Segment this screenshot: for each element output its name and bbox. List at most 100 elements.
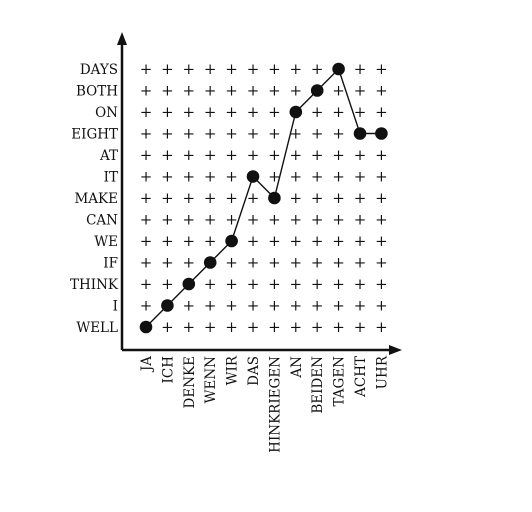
- grid-plus-marker: +: [204, 82, 217, 100]
- grid-plus-marker: +: [161, 146, 174, 164]
- grid-plus-marker: +: [290, 232, 303, 250]
- y-tick-label: ON: [95, 105, 118, 121]
- grid-plus-marker: +: [290, 125, 303, 143]
- y-tick-label: EIGHT: [71, 127, 118, 143]
- grid-plus-marker: +: [290, 254, 303, 272]
- grid-plus-marker: +: [268, 254, 281, 272]
- y-tick-label: DAYS: [80, 62, 118, 78]
- grid-plus-marker: +: [354, 103, 367, 121]
- grid-plus-marker: +: [204, 60, 217, 78]
- grid-plus-marker: +: [354, 232, 367, 250]
- grid-plus-marker: +: [247, 297, 260, 315]
- y-tick-label: BOTH: [76, 84, 118, 100]
- grid-plus-marker: +: [268, 103, 281, 121]
- x-tick-label: DAS: [246, 356, 262, 386]
- y-tick-label: WE: [94, 234, 118, 250]
- grid-plus-marker: +: [247, 125, 260, 143]
- grid-plus-marker: +: [140, 254, 153, 272]
- grid-plus-marker: +: [161, 232, 174, 250]
- grid-plus-marker: +: [183, 82, 196, 100]
- grid-plus-marker: +: [204, 211, 217, 229]
- grid-plus-marker: +: [161, 189, 174, 207]
- alignment-path: [145, 67, 382, 328]
- grid-plus-marker: +: [204, 297, 217, 315]
- grid-plus-marker: +: [290, 297, 303, 315]
- grid-plus-marker: +: [247, 189, 260, 207]
- grid-plus-marker: +: [332, 275, 345, 293]
- grid-plus-marker: +: [290, 318, 303, 336]
- grid-plus-marker: +: [375, 146, 388, 164]
- x-tick-label: BEIDEN: [310, 356, 326, 414]
- grid-plus-marker: +: [204, 189, 217, 207]
- grid-plus-marker: +: [375, 297, 388, 315]
- grid-plus-marker: +: [311, 168, 324, 186]
- x-tick-label: TAGEN: [332, 356, 348, 407]
- grid-plus-marker: +: [332, 232, 345, 250]
- grid-plus-marker: +: [354, 297, 367, 315]
- grid-plus-marker: +: [268, 125, 281, 143]
- grid-plus-marker: +: [311, 60, 324, 78]
- grid-plus-marker: +: [311, 232, 324, 250]
- grid-plus-marker: +: [225, 146, 238, 164]
- grid-plus-marker: +: [140, 211, 153, 229]
- grid-plus-marker: +: [161, 318, 174, 336]
- grid-plus-marker: +: [183, 168, 196, 186]
- grid-plus-marker: +: [161, 275, 174, 293]
- grid-plus-marker: +: [332, 211, 345, 229]
- grid-plus-marker: +: [247, 60, 260, 78]
- grid-plus-marker: +: [204, 275, 217, 293]
- grid-plus-marker: +: [290, 189, 303, 207]
- x-axis-arrowhead: [389, 345, 402, 355]
- grid-plus-marker: +: [225, 82, 238, 100]
- grid-plus-marker: +: [140, 168, 153, 186]
- x-tick-label: ICH: [160, 356, 176, 384]
- grid-plus-marker: +: [268, 297, 281, 315]
- x-tick-label: DENKE: [182, 356, 198, 408]
- grid-plus-marker: +: [225, 297, 238, 315]
- grid-plus-marker: +: [375, 82, 388, 100]
- grid-plus-marker: +: [225, 60, 238, 78]
- grid-plus-marker: +: [183, 254, 196, 272]
- grid-plus-marker: +: [354, 189, 367, 207]
- grid-plus-marker: +: [354, 60, 367, 78]
- grid-plus-marker: +: [354, 211, 367, 229]
- alignment-point: [203, 256, 217, 269]
- grid-plus-marker: +: [311, 125, 324, 143]
- x-tick-label: WENN: [203, 356, 219, 404]
- y-tick-label: I: [113, 299, 118, 315]
- grid-plus-marker: +: [311, 189, 324, 207]
- y-tick-label: MAKE: [74, 191, 118, 207]
- grid-plus-marker: +: [268, 211, 281, 229]
- grid-plus-marker: +: [247, 211, 260, 229]
- grid-plus-marker: +: [332, 318, 345, 336]
- y-tick-label: AT: [99, 148, 118, 164]
- grid-plus-marker: +: [204, 146, 217, 164]
- grid-plus-marker: +: [225, 125, 238, 143]
- grid-plus-marker: +: [311, 318, 324, 336]
- grid-plus-marker: +: [354, 275, 367, 293]
- grid-plus-marker: +: [375, 189, 388, 207]
- alignment-point: [246, 170, 260, 183]
- y-tick-label: IF: [103, 256, 118, 272]
- y-tick-label: WELL: [76, 320, 118, 336]
- grid-plus-marker: +: [204, 232, 217, 250]
- alignment-point: [353, 127, 367, 140]
- grid-plus-marker: +: [290, 146, 303, 164]
- grid-plus-marker: +: [247, 103, 260, 121]
- alignment-line: [145, 67, 382, 328]
- grid-plus-marker: +: [375, 254, 388, 272]
- grid-plus-marker: +: [332, 103, 345, 121]
- y-tick-label: THINK: [70, 277, 119, 293]
- grid-plus-marker: +: [183, 189, 196, 207]
- grid-plus-marker: +: [247, 232, 260, 250]
- y-tick-label: CAN: [86, 213, 118, 229]
- grid-plus-marker: +: [247, 146, 260, 164]
- grid-plus-marker: +: [290, 211, 303, 229]
- grid-plus-marker: +: [225, 103, 238, 121]
- alignment-point: [268, 191, 281, 205]
- grid-plus-marker: +: [375, 275, 388, 293]
- grid-plus-marker: +: [354, 82, 367, 100]
- grid-plus-marker: +: [161, 103, 174, 121]
- grid-plus-marker: +: [183, 232, 196, 250]
- grid-plus-marker: +: [161, 125, 174, 143]
